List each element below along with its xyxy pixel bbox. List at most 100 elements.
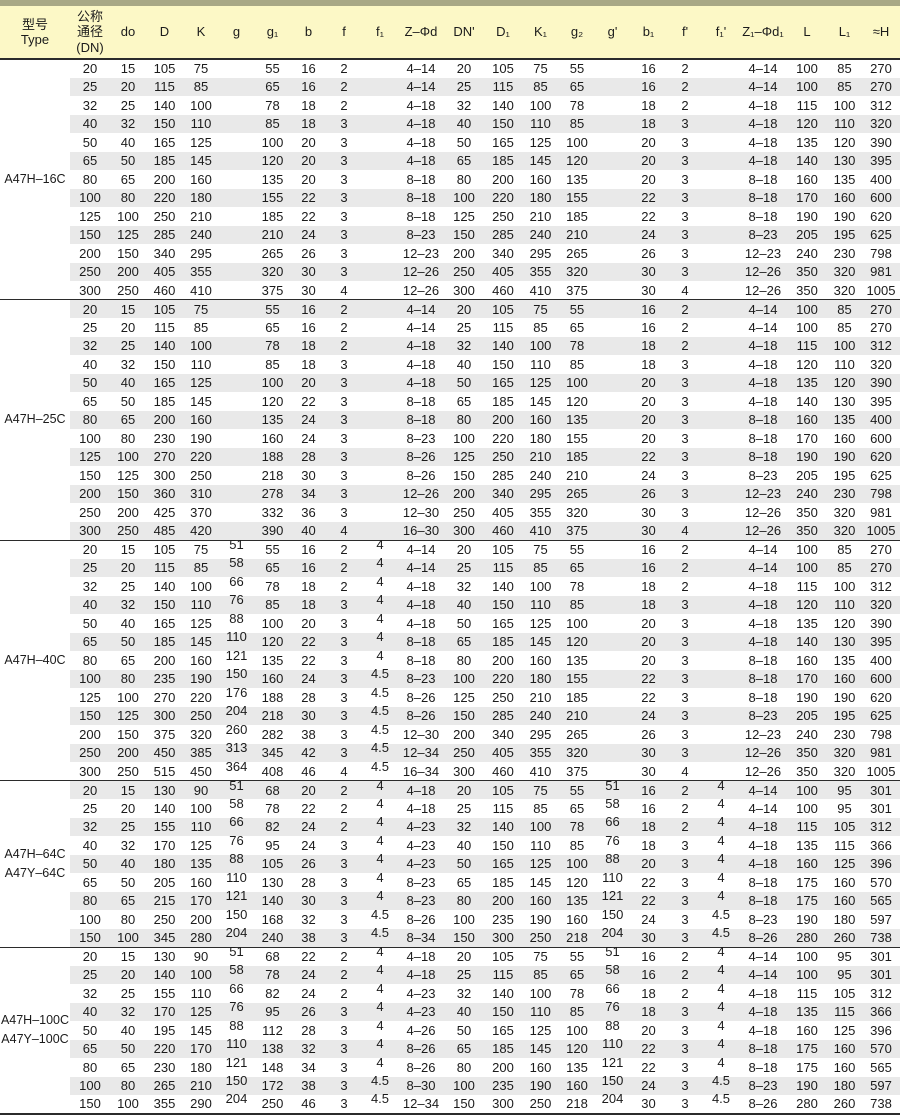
- cell-dn2: 50: [444, 373, 484, 392]
- cell-g1: 250: [261, 1096, 284, 1112]
- cell-f1p: 4: [703, 778, 739, 799]
- cell-D: 450: [146, 743, 183, 762]
- cell-do: 150: [117, 726, 139, 742]
- cell-g: 110: [226, 869, 247, 885]
- cell-f: 2: [326, 336, 362, 355]
- cell-g2: 375: [559, 521, 595, 540]
- cell-b1: 30: [641, 504, 656, 520]
- cell-b: 20: [291, 780, 326, 799]
- cell-L1: 190: [833, 208, 856, 224]
- cell-z1phid1: 4–14: [748, 949, 778, 964]
- cell-L1: 230: [833, 245, 856, 261]
- cell-b: 24: [291, 817, 326, 836]
- cell-b: 24: [291, 965, 326, 984]
- cell-dn: 250: [70, 262, 110, 281]
- cell-D1: 200: [484, 410, 522, 429]
- cell-K1: 145: [522, 632, 559, 651]
- cell-f1: 4: [376, 647, 384, 663]
- cell-zphid: 8–18: [398, 188, 444, 207]
- cell-f: 3: [326, 188, 362, 207]
- cell-D1: 340: [484, 484, 522, 503]
- cell-D1: 235: [484, 1076, 522, 1095]
- cell-do: 150: [110, 484, 146, 503]
- cell-L: 100: [796, 949, 818, 964]
- cell-D: 140: [146, 965, 183, 984]
- cell-f: 3: [340, 689, 348, 705]
- cell-gp: [595, 299, 630, 318]
- cell-gp: [595, 466, 630, 485]
- cell-dn2: 65: [456, 874, 472, 890]
- cell-dn: 20: [82, 61, 98, 77]
- cell-D1: 200: [492, 171, 514, 187]
- cell-dn: 125: [70, 447, 110, 466]
- cell-K: 110: [190, 356, 212, 372]
- cell-L: 115: [796, 985, 818, 1001]
- col-header-H: ≈H: [862, 6, 900, 60]
- cell-H: 312: [862, 817, 900, 836]
- cell-z1phid1: 8–23: [739, 1076, 787, 1095]
- cell-g: [219, 77, 254, 96]
- cell-g1: 282: [261, 726, 284, 742]
- cell-do: 20: [110, 965, 146, 984]
- cell-D1: 250: [484, 447, 522, 466]
- cell-L1: 85: [837, 542, 852, 557]
- cell-dn: 32: [82, 578, 98, 594]
- cell-g: [219, 355, 254, 374]
- cell-g1: 82: [265, 985, 280, 1001]
- cell-b: 22: [301, 652, 316, 668]
- cell-do: 65: [120, 652, 136, 668]
- cell-b1: 20: [641, 1022, 656, 1038]
- cell-fp: 3: [681, 467, 689, 483]
- cell-dn2: 65: [456, 393, 472, 409]
- cell-g1: 78: [254, 965, 291, 984]
- cell-b1: 18: [630, 114, 667, 133]
- cell-zphid: 12–34: [402, 1096, 440, 1112]
- cell-f: 3: [340, 1096, 348, 1112]
- cell-g2: 120: [566, 393, 588, 409]
- cell-K1: 160: [522, 891, 559, 910]
- cell-K: 210: [190, 208, 212, 224]
- cell-K1: 100: [529, 578, 552, 594]
- cell-dn: 200: [70, 484, 110, 503]
- cell-f: 3: [326, 151, 362, 170]
- cell-L1: 180: [827, 1076, 862, 1095]
- cell-g: [219, 429, 254, 448]
- cell-gp: [595, 281, 630, 300]
- cell-dn: 40: [70, 114, 110, 133]
- cell-f1p: [703, 114, 739, 133]
- cell-b1: 20: [630, 854, 667, 873]
- cell-f1p: [703, 651, 739, 670]
- cell-D: 230: [153, 1059, 176, 1075]
- col-header-b: b: [291, 6, 326, 60]
- cell-dn: 100: [70, 1076, 110, 1095]
- cell-b: 22: [291, 188, 326, 207]
- cell-g2: 160: [559, 1076, 595, 1095]
- cell-zphid: 4–14: [398, 299, 444, 318]
- cell-K: 90: [183, 780, 219, 799]
- cell-H: 270: [862, 299, 900, 318]
- cell-g2: 55: [569, 542, 585, 557]
- cell-zphid: 4–18: [398, 373, 444, 392]
- cell-f: 2: [340, 319, 348, 335]
- cell-L1: 110: [827, 114, 862, 133]
- cell-do: 50: [120, 874, 136, 890]
- cell-z1phid1: 8–18: [748, 430, 778, 446]
- cell-f: 2: [326, 77, 362, 96]
- cell-H: 625: [862, 706, 900, 725]
- cell-zphid: 8–18: [406, 393, 436, 409]
- cell-dn2: 65: [444, 1039, 484, 1058]
- cell-gp: [595, 688, 630, 707]
- cell-g2: 320: [559, 743, 595, 762]
- cell-dn: 250: [70, 743, 110, 762]
- cell-b1: 20: [641, 134, 656, 150]
- cell-D: 270: [146, 447, 183, 466]
- cell-g2: 100: [566, 134, 588, 150]
- cell-gp: [595, 262, 630, 281]
- cell-f1p: [703, 96, 739, 115]
- cell-dn2: 65: [444, 632, 484, 651]
- cell-b1: 16: [630, 77, 667, 96]
- cell-g2: 85: [559, 114, 595, 133]
- cell-D1: 250: [492, 208, 514, 224]
- cell-zphid: 4–14: [406, 61, 436, 77]
- table-row: 50 40 165 125 100 20 3 4–18 50 165 125 100 20 3 4–18 13…: [0, 133, 900, 152]
